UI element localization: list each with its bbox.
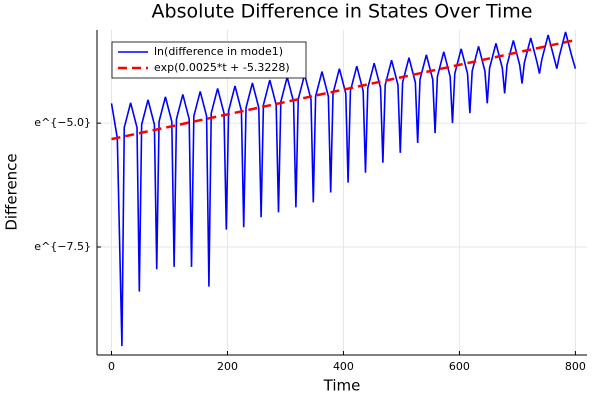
data-line — [110, 31, 577, 347]
x-tick-label: 600 — [449, 360, 470, 373]
x-tick-label: 400 — [333, 360, 354, 373]
data-line — [111, 38, 576, 141]
y-axis-label: Difference — [3, 153, 21, 230]
legend-label: exp(0.0025*t + -5.3228) — [154, 61, 290, 74]
chart-title: Absolute Difference in States Over Time — [152, 1, 533, 23]
y-tick-label: e^{−5.0} — [34, 116, 91, 129]
x-tick-label: 800 — [565, 360, 586, 373]
y-tick-label: e^{−7.5} — [34, 240, 91, 253]
legend-label: ln(difference in mode1) — [154, 45, 283, 58]
x-axis-label: Time — [323, 377, 361, 395]
x-tick-label: 0 — [108, 360, 115, 373]
legend-box — [111, 41, 307, 79]
x-tick-label: 200 — [217, 360, 238, 373]
